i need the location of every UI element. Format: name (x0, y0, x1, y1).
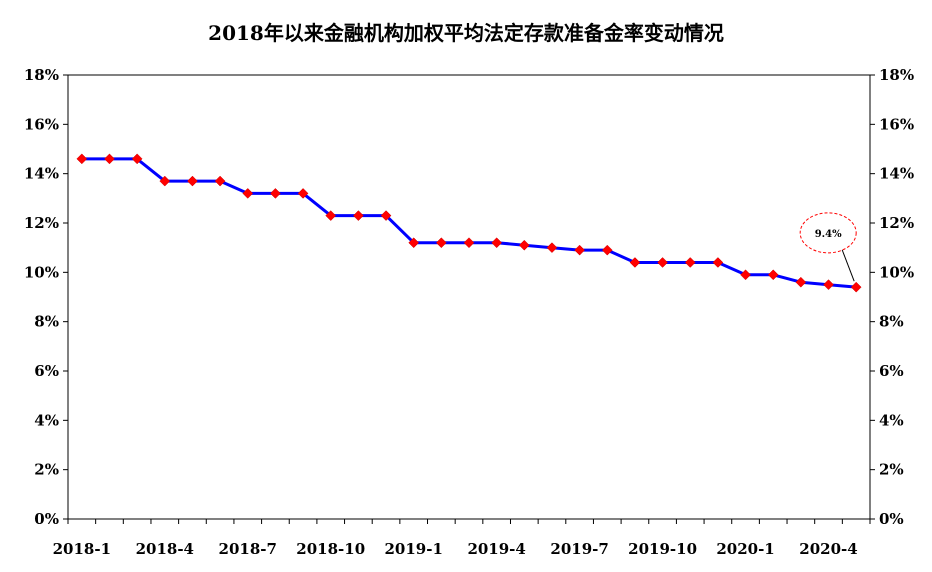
data-point[interactable] (159, 175, 171, 187)
annotation-ellipse (799, 212, 857, 254)
y-tick-label-right: 0% (879, 510, 904, 528)
data-point[interactable] (104, 153, 115, 165)
x-tick-label: 2019-10 (628, 540, 697, 558)
data-point[interactable] (214, 175, 226, 187)
data-point[interactable] (463, 237, 475, 249)
data-point[interactable] (491, 237, 503, 249)
y-tick-label-right: 10% (879, 263, 914, 281)
y-tick-label-right: 2% (879, 461, 904, 479)
data-point[interactable] (823, 279, 834, 291)
y-tick-label-left: 6% (34, 362, 59, 380)
data-point[interactable] (518, 239, 530, 251)
data-point[interactable] (629, 257, 641, 268)
y-tick-label-right: 12% (879, 214, 914, 232)
y-tick-label-left: 16% (24, 115, 59, 133)
y-tick-label-right: 16% (879, 115, 914, 133)
data-point[interactable] (408, 237, 420, 249)
y-tick-label-left: 12% (24, 214, 59, 232)
y-tick-label-left: 10% (24, 263, 59, 281)
data-point[interactable] (601, 244, 613, 256)
plot-area: 0% 0% 2% 2% 4% 4% 6% 6% 8% 8% 10% 10% 12% 12% 14% 14% 16… (24, 66, 914, 558)
y-tick-label-left: 2% (34, 461, 59, 479)
data-point[interactable] (325, 210, 337, 221)
y-tick-label-right: 18% (879, 66, 914, 84)
y-tick-label-left: 0% (34, 510, 59, 528)
y-tick-label-right: 14% (879, 165, 914, 183)
data-point[interactable] (270, 188, 281, 199)
x-tick-label: 2019-4 (467, 540, 525, 558)
data-point[interactable] (684, 257, 696, 268)
chart-title: 2018年以来金融机构加权平均法定存款准备金率变动情况 (208, 21, 724, 45)
data-point[interactable] (435, 237, 447, 249)
data-point[interactable] (850, 281, 862, 293)
annotation-leader (841, 249, 855, 282)
data-point[interactable] (795, 276, 807, 288)
plot-frame (67, 74, 871, 520)
data-point[interactable] (546, 242, 558, 254)
annotation-label: 9.4% (815, 229, 842, 240)
data-point[interactable] (76, 153, 88, 165)
x-tick-label: 2019-7 (550, 540, 608, 558)
data-point[interactable] (297, 188, 309, 199)
x-tick-label: 2020-1 (716, 540, 774, 558)
data-point[interactable] (353, 210, 364, 221)
x-tick-label: 2018-10 (296, 540, 365, 558)
x-tick-label: 2020-4 (799, 540, 857, 558)
x-tick-label: 2018-7 (219, 540, 277, 558)
y-tick-label-right: 6% (879, 362, 904, 380)
y-tick-label-left: 4% (34, 411, 59, 429)
y-tick-label-left: 8% (34, 313, 59, 331)
y-tick-label-left: 18% (24, 66, 59, 84)
y-tick-label-right: 8% (879, 313, 904, 331)
x-tick-label: 2018-1 (53, 540, 111, 558)
data-point[interactable] (767, 269, 779, 281)
x-tick-label: 2018-4 (136, 540, 194, 558)
data-point[interactable] (657, 257, 668, 268)
data-point[interactable] (187, 175, 198, 187)
data-point[interactable] (712, 257, 724, 268)
data-point[interactable] (131, 153, 143, 165)
data-point[interactable] (242, 188, 254, 199)
data-point[interactable] (574, 244, 585, 256)
data-point[interactable] (380, 210, 392, 221)
series-line (81, 157, 857, 289)
y-tick-label-left: 14% (24, 165, 59, 183)
data-point[interactable] (740, 269, 751, 281)
y-tick-label-right: 4% (879, 411, 904, 429)
x-tick-label: 2019-1 (384, 540, 442, 558)
